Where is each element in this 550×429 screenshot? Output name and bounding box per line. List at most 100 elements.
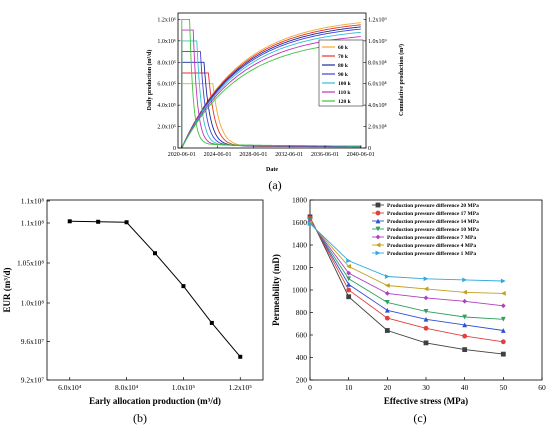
panel-c-point-production-pressure-difference-1-mpa bbox=[423, 276, 429, 282]
panel-c-y-tick-label: 400 bbox=[296, 353, 308, 362]
panel-a-legend-box bbox=[318, 39, 364, 107]
panel-b-xlabel: Early allocation production (m³/d) bbox=[89, 396, 221, 406]
panel-c-point-production-pressure-difference-10-mpa bbox=[500, 316, 506, 322]
panel-c-caption: (c) bbox=[413, 411, 426, 425]
panel-c-legend: Production pressure difference 20 MPa Pro… bbox=[372, 202, 479, 257]
panel-b-y-tick-label: 1.05x10⁸ bbox=[17, 259, 44, 268]
panel-c-point-production-pressure-difference-14-mpa bbox=[462, 322, 468, 328]
panel-c-y-tick-label: 1600 bbox=[292, 218, 307, 227]
panel-a-ylabel: Daily production (m³/d) bbox=[146, 50, 153, 111]
panel-c-point-production-pressure-difference-4-mpa bbox=[384, 283, 390, 288]
panel-c-x-tick-label: 30 bbox=[422, 383, 430, 392]
panel-c-point-production-pressure-difference-17-mpa bbox=[346, 287, 352, 293]
panel-c-point-production-pressure-difference-10-mpa bbox=[346, 276, 352, 282]
panel-a-y2-tick-label: 0 bbox=[368, 146, 371, 152]
panel-b-eur-point bbox=[124, 220, 129, 225]
panel-c-point-production-pressure-difference-7-mpa bbox=[500, 303, 506, 309]
panel-a-legend-label-120-k: 120 k bbox=[338, 99, 352, 105]
panel-c-point-production-pressure-difference-20-mpa bbox=[346, 294, 352, 300]
panel-b-x-tick-label: 6.0x10⁴ bbox=[58, 383, 82, 392]
panel-a-plot-frame bbox=[177, 12, 367, 149]
panel-a-y2-tick-label: 2.0x10⁸ bbox=[368, 125, 387, 131]
panel-a-x-tick-label: 2020-06-01 bbox=[168, 152, 196, 158]
panel-c-point-production-pressure-difference-17-mpa bbox=[500, 339, 506, 345]
panel-c-point-production-pressure-difference-7-mpa bbox=[462, 298, 468, 304]
panel-a-legend: 60 k 70 k 80 k 90 k 100 k 110 k 120 k bbox=[318, 39, 364, 107]
panel-b-x-tick-label: 1.2x10⁵ bbox=[229, 383, 253, 392]
panel-c-point-production-pressure-difference-4-mpa bbox=[423, 286, 429, 292]
panel-b-eur-point bbox=[181, 284, 186, 289]
panel-c-line-production-pressure-difference-1-mpa bbox=[309, 223, 504, 282]
panel-c-point-production-pressure-difference-7-mpa bbox=[384, 290, 390, 296]
panel-c-legend-marker-production-pressure-difference-10-mpa bbox=[375, 226, 381, 232]
panel-b-ylabel: EUR (m³/d) bbox=[2, 268, 12, 313]
panel-c-line-production-pressure-difference-20-mpa bbox=[309, 216, 504, 355]
panel-b-eur-point bbox=[96, 219, 101, 224]
panel-c-point-production-pressure-difference-10-mpa bbox=[384, 299, 390, 305]
panel-c-legend-marker-production-pressure-difference-20-mpa bbox=[375, 202, 381, 208]
panel-c-legend-label-production-pressure-difference-4-mpa: Production pressure difference 4 MPa bbox=[387, 243, 476, 249]
panel-a-y2label: Cumulative production (m³) bbox=[398, 44, 405, 116]
panel-c-point-production-pressure-difference-17-mpa bbox=[462, 333, 468, 339]
panel-a-caption: (a) bbox=[268, 178, 281, 192]
panel-b-eur-point bbox=[238, 354, 243, 359]
panel-a-y-tick-label: 8.0x10⁵ bbox=[157, 60, 176, 66]
panel-b-y-tick-label: 1.1x10⁸ bbox=[21, 197, 45, 206]
panel-a-x-tick-label: 2040-06-01 bbox=[347, 152, 375, 158]
panel-c-line-production-pressure-difference-14-mpa bbox=[309, 218, 504, 331]
panel-b-y-tick-label: 9.6x10⁷ bbox=[21, 337, 45, 346]
panel-a-x-tick-label: 2032-06-01 bbox=[275, 152, 303, 158]
panel-c-point-production-pressure-difference-20-mpa bbox=[423, 340, 429, 346]
panel-c-point-production-pressure-difference-1-mpa bbox=[500, 278, 506, 284]
panel-a-y2-tick-label: 4.0x10⁸ bbox=[368, 103, 387, 109]
panel-a-y2-tick-label: 1.2x10⁹ bbox=[368, 17, 387, 23]
panel-c-legend-marker-production-pressure-difference-1-mpa bbox=[375, 250, 381, 256]
panel-c-x-tick-label: 10 bbox=[345, 383, 353, 392]
panel-c-point-production-pressure-difference-1-mpa bbox=[462, 277, 468, 283]
panel-c-legend-label-production-pressure-difference-10-mpa: Production pressure difference 10 MPa bbox=[387, 227, 479, 233]
panel-a-cumulative-100-k bbox=[181, 31, 361, 149]
panel-c-legend-label-production-pressure-difference-1-mpa: Production pressure difference 1 MPa bbox=[387, 251, 476, 257]
panel-a-legend-label-60-k: 60 k bbox=[338, 45, 349, 51]
panel-c-y-tick-label: 1200 bbox=[292, 263, 307, 272]
panel-b-x-tick-label: 8.0x10⁴ bbox=[115, 383, 139, 392]
panel-c-point-production-pressure-difference-7-mpa bbox=[423, 295, 429, 301]
panel-c-x-tick-label: 20 bbox=[384, 383, 392, 392]
panel-c-point-production-pressure-difference-4-mpa bbox=[500, 290, 506, 296]
panel-c-point-production-pressure-difference-1-mpa bbox=[307, 221, 313, 227]
panel-c-x-tick-label: 0 bbox=[308, 383, 312, 392]
panel-a-y-tick-label: 1.2x10⁶ bbox=[157, 17, 176, 23]
panel-b-eur-point bbox=[209, 320, 214, 325]
panel-c-y-tick-label: 200 bbox=[296, 376, 308, 385]
panel-c-point-production-pressure-difference-20-mpa bbox=[500, 351, 506, 357]
panel-a-y-tick-label: 1.0x10⁶ bbox=[157, 39, 176, 45]
panel-b-chart: 6.0x10⁴ 8.0x10⁴ 1.0x10⁵ 1.2x10⁵ 9.2x10⁷ 9.6x1… bbox=[2, 197, 264, 425]
panel-c-xlabel: Effective stress (MPa) bbox=[384, 396, 468, 406]
panel-c-point-production-pressure-difference-14-mpa bbox=[500, 328, 506, 333]
panel-b-y-tick-label: 1.1x10⁸ bbox=[21, 219, 45, 228]
panel-c-y-tick-label: 600 bbox=[296, 331, 308, 340]
panel-a-cumulative-60-k bbox=[181, 22, 361, 149]
panel-c-legend-label-production-pressure-difference-17-mpa: Production pressure difference 17 MPa bbox=[387, 211, 479, 217]
panel-c-x-tick-label: 40 bbox=[461, 383, 469, 392]
panel-c-legend-marker-production-pressure-difference-7-mpa bbox=[375, 234, 381, 240]
panel-c-legend-marker-production-pressure-difference-4-mpa bbox=[375, 242, 381, 248]
panel-c-legend-marker-production-pressure-difference-17-mpa bbox=[375, 210, 381, 216]
panel-c-point-production-pressure-difference-20-mpa bbox=[384, 328, 390, 333]
panel-a-y2-tick-label: 1.0x10⁹ bbox=[368, 39, 387, 45]
panel-a-cumulative-80-k bbox=[181, 26, 361, 149]
panel-c-x-tick-label: 50 bbox=[500, 383, 508, 392]
panel-c-x-tick-label: 60 bbox=[538, 383, 546, 392]
panel-b-eur-point bbox=[153, 251, 157, 256]
panel-c-point-production-pressure-difference-7-mpa bbox=[346, 270, 352, 276]
panel-a-legend-label-100-k: 100 k bbox=[338, 81, 352, 87]
panel-b-eur-point bbox=[67, 219, 72, 224]
panel-a-daily-120-k bbox=[181, 18, 362, 148]
panel-b-plot-frame bbox=[46, 199, 264, 381]
panel-c-point-production-pressure-difference-20-mpa bbox=[462, 347, 468, 353]
panel-c-point-production-pressure-difference-17-mpa bbox=[384, 315, 390, 321]
panel-c-point-production-pressure-difference-14-mpa bbox=[423, 316, 429, 322]
panel-a-chart: 2020-06-01 2024-06-01 2028-06-01 2032-06-01… bbox=[146, 12, 405, 192]
panel-b-caption: (b) bbox=[133, 411, 147, 425]
panel-c-point-production-pressure-difference-4-mpa bbox=[346, 263, 352, 269]
